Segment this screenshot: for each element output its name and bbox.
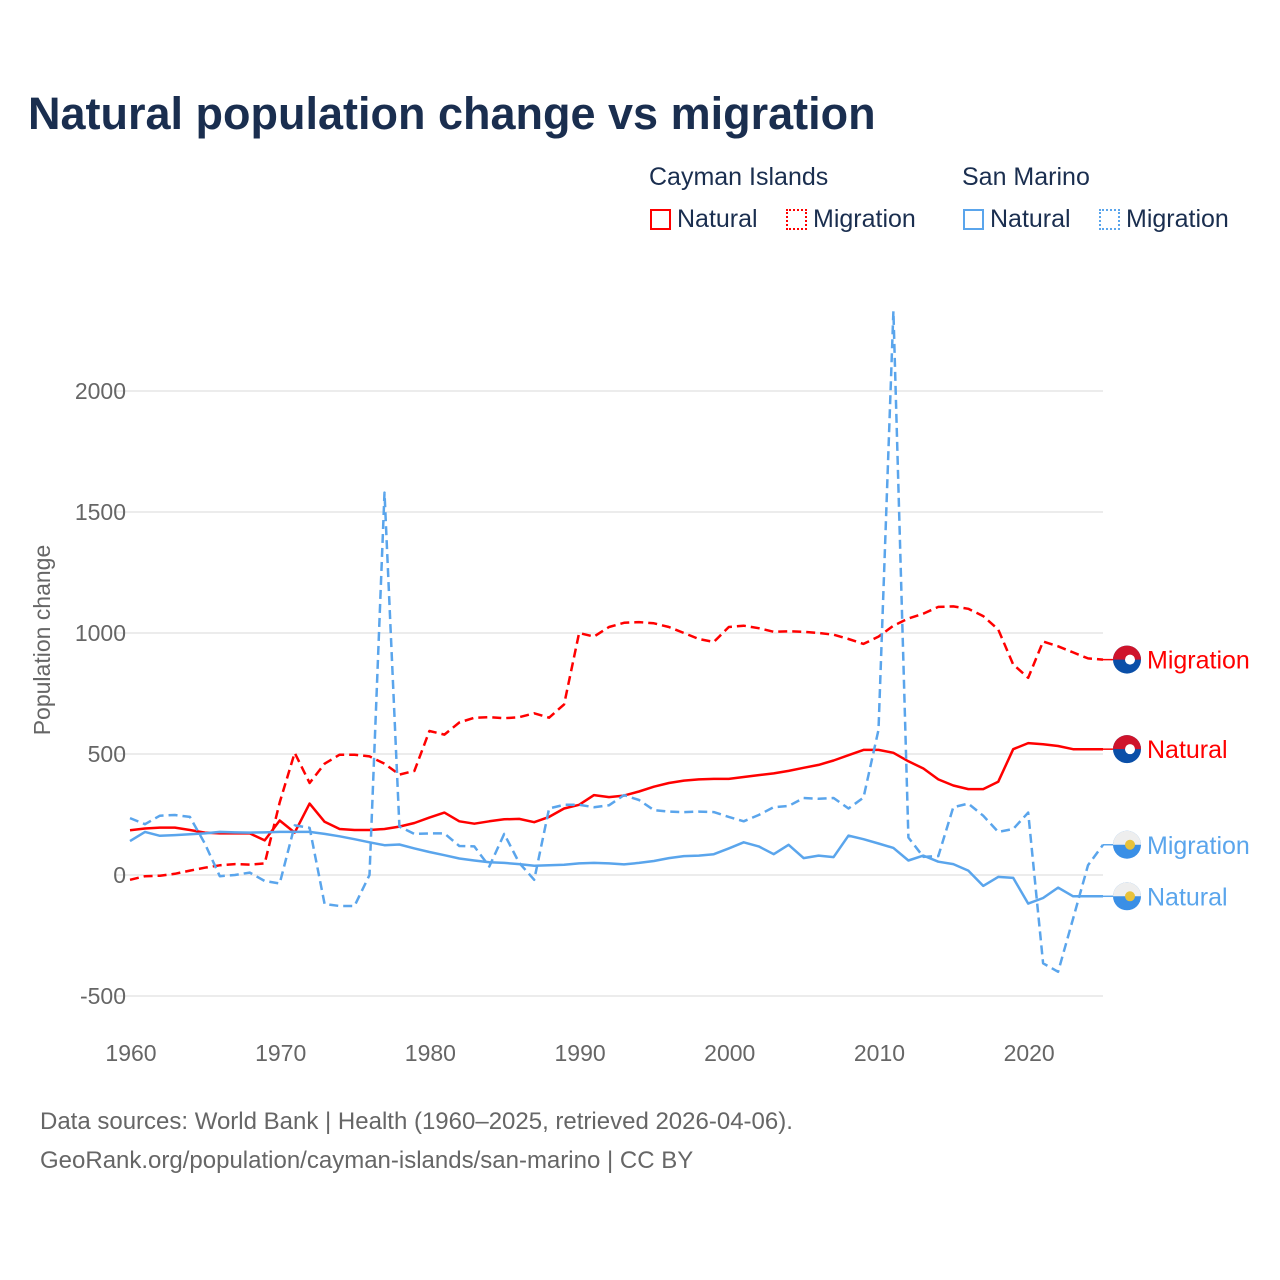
x-tick-label: 1990 xyxy=(554,1040,605,1066)
legend-swatch-solid xyxy=(650,209,671,230)
y-tick-label: -500 xyxy=(80,983,126,1009)
y-tick-label: 1000 xyxy=(75,620,126,646)
x-tick-label: 1960 xyxy=(105,1040,156,1066)
legend-san-marino-migration[interactable]: Migration xyxy=(1099,205,1229,234)
legend-label: Migration xyxy=(813,205,916,233)
legend-swatch-dotted xyxy=(1099,209,1120,230)
y-tick-label: 2000 xyxy=(75,378,126,404)
x-tick-label: 2020 xyxy=(1004,1040,1055,1066)
chart-title: Natural population change vs migration xyxy=(28,88,876,139)
y-tick-label: 1500 xyxy=(75,499,126,525)
legend-group-san-marino: San Marino xyxy=(962,163,1090,191)
end-label: Migration xyxy=(1147,832,1250,860)
flag-emblem xyxy=(1125,654,1135,665)
legend-cayman-natural[interactable]: Natural xyxy=(650,205,758,234)
legend-group-cayman: Cayman Islands xyxy=(649,163,829,191)
y-tick-label: 500 xyxy=(88,741,126,767)
series-line-cayman-islands-natural xyxy=(129,741,1103,842)
flag-emblem xyxy=(1125,744,1135,755)
legend-san-marino-natural[interactable]: Natural xyxy=(963,205,1071,234)
legend-label: Migration xyxy=(1126,205,1229,233)
end-label: Natural xyxy=(1147,736,1228,764)
series-line-san-marino-natural xyxy=(129,830,1103,905)
x-tick-label: 1980 xyxy=(405,1040,456,1066)
end-label: Natural xyxy=(1147,883,1228,911)
flag-emblem xyxy=(1125,839,1135,850)
series-line-cayman-islands-migration xyxy=(129,605,1104,882)
flag-top-half xyxy=(1113,735,1141,750)
legend-label: Natural xyxy=(677,205,758,233)
y-tick-label: 0 xyxy=(113,862,126,888)
x-tick-label: 2000 xyxy=(704,1040,755,1066)
legend-cayman-migration[interactable]: Migration xyxy=(786,205,916,234)
series-line-san-marino-migration xyxy=(129,309,1105,974)
flag-top-half xyxy=(1113,882,1141,897)
legend-swatch-dotted xyxy=(786,209,807,230)
flag-emblem xyxy=(1125,891,1135,902)
legend-label: Natural xyxy=(990,205,1071,233)
y-axis-label: Population change xyxy=(29,545,55,736)
flag-top-half xyxy=(1113,830,1141,845)
footer-sources: Data sources: World Bank | Health (1960–… xyxy=(40,1108,793,1135)
footer-link[interactable]: GeoRank.org/population/cayman-islands/sa… xyxy=(40,1147,694,1174)
x-tick-label: 2010 xyxy=(854,1040,905,1066)
flag-top-half xyxy=(1113,645,1141,660)
x-tick-label: 1970 xyxy=(255,1040,306,1066)
legend-swatch-solid xyxy=(963,209,984,230)
end-label: Migration xyxy=(1147,647,1250,675)
